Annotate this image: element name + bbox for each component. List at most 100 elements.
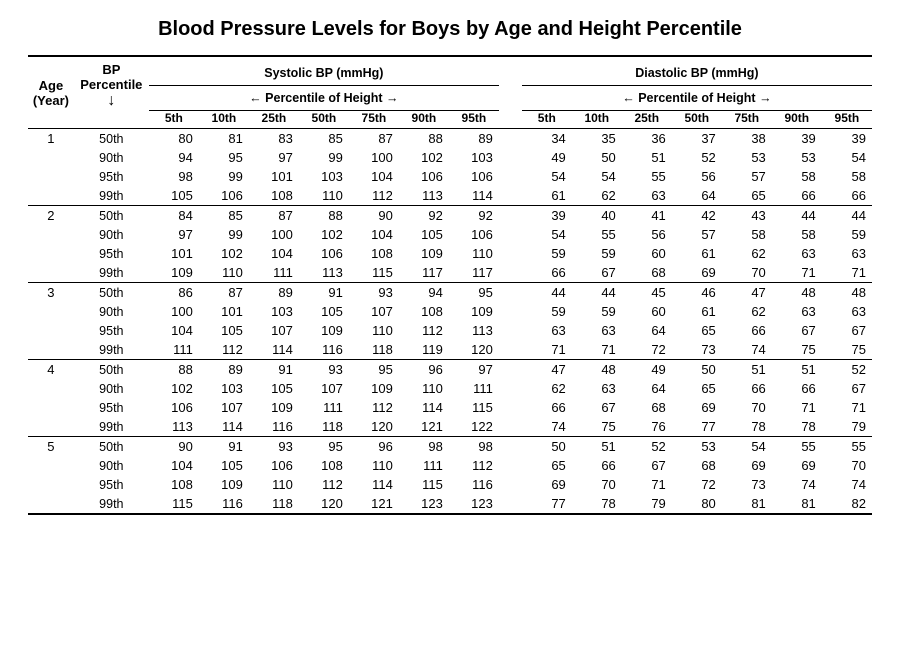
column-gap bbox=[499, 417, 522, 437]
systolic-value: 92 bbox=[449, 206, 499, 226]
systolic-value: 116 bbox=[249, 417, 299, 437]
column-gap bbox=[499, 340, 522, 360]
diastolic-value: 51 bbox=[722, 360, 772, 380]
diastolic-value: 57 bbox=[722, 167, 772, 186]
systolic-value: 80 bbox=[149, 129, 199, 149]
diastolic-value: 69 bbox=[522, 475, 572, 494]
table-row: 350th8687899193949544444546474848 bbox=[28, 283, 872, 303]
systolic-value: 98 bbox=[399, 437, 449, 457]
diastolic-value: 62 bbox=[722, 244, 772, 263]
diastolic-value: 75 bbox=[572, 417, 622, 437]
diastolic-value: 65 bbox=[722, 186, 772, 206]
systolic-value: 95 bbox=[349, 360, 399, 380]
age-cell bbox=[28, 167, 74, 186]
systolic-value: 108 bbox=[149, 475, 199, 494]
systolic-value: 89 bbox=[449, 129, 499, 149]
systolic-value: 104 bbox=[349, 167, 399, 186]
diastolic-value: 35 bbox=[572, 129, 622, 149]
table-row: 95th10810911011211411511669707172737474 bbox=[28, 475, 872, 494]
diastolic-value: 54 bbox=[522, 225, 572, 244]
systolic-value: 107 bbox=[349, 302, 399, 321]
systolic-value: 115 bbox=[449, 398, 499, 417]
systolic-value: 96 bbox=[349, 437, 399, 457]
diastolic-value: 72 bbox=[622, 340, 672, 360]
table-row: 550th9091939596989850515253545555 bbox=[28, 437, 872, 457]
systolic-value: 118 bbox=[299, 417, 349, 437]
diastolic-value: 77 bbox=[672, 417, 722, 437]
diastolic-value: 62 bbox=[522, 379, 572, 398]
diastolic-value: 63 bbox=[772, 302, 822, 321]
diastolic-value: 73 bbox=[672, 340, 722, 360]
diastolic-value: 68 bbox=[622, 263, 672, 283]
diastolic-value: 66 bbox=[572, 456, 622, 475]
age-cell bbox=[28, 398, 74, 417]
diastolic-value: 71 bbox=[822, 398, 872, 417]
bp-percentile-cell: 50th bbox=[74, 283, 149, 303]
diastolic-value: 59 bbox=[822, 225, 872, 244]
systolic-value: 109 bbox=[399, 244, 449, 263]
diastolic-value: 65 bbox=[522, 456, 572, 475]
systolic-value: 103 bbox=[199, 379, 249, 398]
systolic-value: 111 bbox=[149, 340, 199, 360]
systolic-value: 94 bbox=[399, 283, 449, 303]
systolic-value: 108 bbox=[249, 186, 299, 206]
systolic-value: 113 bbox=[399, 186, 449, 206]
diastolic-value: 44 bbox=[522, 283, 572, 303]
dia-pct-75: 75th bbox=[722, 111, 772, 129]
systolic-value: 106 bbox=[449, 225, 499, 244]
column-gap bbox=[499, 398, 522, 417]
diastolic-value: 43 bbox=[722, 206, 772, 226]
diastolic-value: 71 bbox=[772, 398, 822, 417]
diastolic-value: 70 bbox=[722, 263, 772, 283]
diastolic-value: 48 bbox=[822, 283, 872, 303]
systolic-value: 120 bbox=[449, 340, 499, 360]
diastolic-value: 77 bbox=[522, 494, 572, 514]
diastolic-value: 71 bbox=[572, 340, 622, 360]
diastolic-value: 63 bbox=[572, 379, 622, 398]
diastolic-value: 82 bbox=[822, 494, 872, 514]
diastolic-value: 68 bbox=[622, 398, 672, 417]
header-row-pct-height: ← Percentile of Height → ← Percentile of… bbox=[28, 86, 872, 111]
systolic-value: 111 bbox=[299, 398, 349, 417]
systolic-value: 103 bbox=[449, 148, 499, 167]
diastolic-value: 81 bbox=[772, 494, 822, 514]
bp-percentile-cell: 99th bbox=[74, 494, 149, 514]
systolic-value: 89 bbox=[199, 360, 249, 380]
diastolic-value: 75 bbox=[822, 340, 872, 360]
systolic-value: 112 bbox=[299, 475, 349, 494]
systolic-value: 96 bbox=[399, 360, 449, 380]
age-cell bbox=[28, 456, 74, 475]
diastolic-value: 44 bbox=[572, 283, 622, 303]
systolic-value: 120 bbox=[349, 417, 399, 437]
page-title: Blood Pressure Levels for Boys by Age an… bbox=[28, 18, 872, 41]
diastolic-value: 52 bbox=[822, 360, 872, 380]
column-gap bbox=[499, 129, 522, 149]
diastolic-value: 70 bbox=[822, 456, 872, 475]
systolic-value: 122 bbox=[449, 417, 499, 437]
systolic-value: 88 bbox=[149, 360, 199, 380]
diastolic-value: 67 bbox=[772, 321, 822, 340]
systolic-value: 108 bbox=[399, 302, 449, 321]
systolic-value: 105 bbox=[149, 186, 199, 206]
table-row: 95th10610710911111211411566676869707171 bbox=[28, 398, 872, 417]
diastolic-value: 71 bbox=[772, 263, 822, 283]
diastolic-value: 54 bbox=[522, 167, 572, 186]
diastolic-value: 58 bbox=[822, 167, 872, 186]
diastolic-value: 69 bbox=[772, 456, 822, 475]
systolic-value: 106 bbox=[149, 398, 199, 417]
down-arrow-icon: ↓ bbox=[107, 93, 115, 109]
systolic-value: 106 bbox=[449, 167, 499, 186]
bp-percentile-cell: 90th bbox=[74, 148, 149, 167]
table-row: 99th11511611812012112312377787980818182 bbox=[28, 494, 872, 514]
diastolic-value: 78 bbox=[772, 417, 822, 437]
systolic-value: 100 bbox=[349, 148, 399, 167]
diastolic-value: 54 bbox=[572, 167, 622, 186]
systolic-value: 107 bbox=[199, 398, 249, 417]
diastolic-value: 56 bbox=[672, 167, 722, 186]
diastolic-value: 74 bbox=[772, 475, 822, 494]
column-gap bbox=[499, 456, 522, 475]
age-cell bbox=[28, 225, 74, 244]
diastolic-value: 66 bbox=[772, 379, 822, 398]
diastolic-value: 53 bbox=[722, 148, 772, 167]
diastolic-value: 69 bbox=[722, 456, 772, 475]
